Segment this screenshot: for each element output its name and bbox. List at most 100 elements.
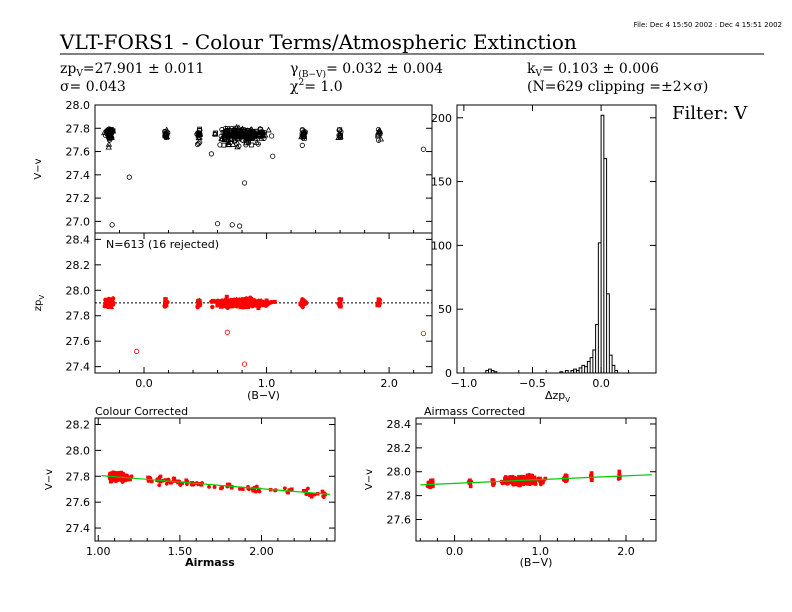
bottom-left-frame (94, 417, 336, 542)
data-point (107, 302, 112, 307)
bottom-right-xlabel: (B−V) (520, 556, 553, 569)
bottom-left-xlabel: Airmass (185, 556, 235, 569)
data-point (301, 488, 306, 493)
bottom-left-plot: 28.2 28.0 27.8 27.6 27.4 1.00 1.50 2.00 Colour C… (44, 405, 336, 569)
data-point (245, 130, 252, 136)
gamma-stat: γ(B−V)= 0.032 ± 0.004 (290, 61, 443, 80)
data-point (429, 478, 433, 483)
data-point (164, 132, 170, 138)
data-point (304, 492, 309, 497)
data-point (172, 476, 177, 481)
data-point (265, 126, 272, 133)
top-left-ytick-label: 27.2 (66, 192, 91, 205)
data-point (124, 475, 129, 479)
bottom-left-ytick-label: 28.0 (66, 444, 91, 457)
outlier-point (237, 223, 243, 229)
data-point (306, 486, 310, 491)
data-point (212, 485, 217, 489)
data-point (538, 482, 543, 487)
filter-label: Filter: V (672, 103, 748, 124)
data-point (300, 304, 305, 310)
top-left-ylabel: V−v (33, 158, 44, 179)
data-point (300, 128, 308, 135)
data-point (105, 128, 111, 134)
data-point (375, 128, 382, 135)
data-point (272, 299, 277, 304)
bottom-right-ylabel: V−v (364, 469, 375, 490)
data-point (523, 481, 527, 486)
data-point (517, 475, 522, 480)
data-point (256, 302, 262, 308)
data-point (229, 141, 237, 147)
mid-left-ytick-label: 28.0 (66, 284, 91, 297)
bottom-right-ytick-label: 28.2 (387, 442, 412, 455)
data-point (299, 142, 305, 149)
data-point (199, 483, 204, 487)
mid-left-xtick-label: 2.0 (380, 377, 398, 390)
data-point (195, 298, 201, 303)
data-point (259, 299, 264, 304)
data-point (225, 301, 231, 306)
data-point (231, 127, 237, 133)
data-point (123, 478, 127, 483)
bottom-left-xtick-label: 1.50 (168, 545, 193, 558)
data-point (376, 137, 382, 143)
top-left-ytick-label: 27.4 (66, 169, 91, 182)
data-point (529, 479, 534, 483)
data-point (237, 487, 242, 491)
bottom-right-xtick-label: 0.0 (446, 545, 464, 558)
data-point (253, 489, 258, 494)
data-point (228, 302, 233, 307)
outlier-point (109, 222, 115, 228)
data-point (251, 488, 255, 493)
sigma-stat: σ= 0.043 (60, 79, 126, 95)
outlier-point (208, 151, 215, 157)
data-point (256, 306, 261, 311)
data-point (222, 304, 227, 309)
data-point (212, 299, 217, 304)
mid-left-ytick-label: 27.6 (66, 335, 91, 348)
histogram-xtick-label: −0.5 (519, 377, 546, 390)
mid-left-xtick-label: 1.0 (258, 377, 276, 390)
histogram-xlabel: ΔzpV (545, 389, 570, 404)
data-point (538, 476, 542, 481)
mid-left-ytick-label: 27.8 (66, 310, 91, 323)
data-point (163, 134, 169, 141)
data-point (290, 487, 294, 492)
bottom-right-title: Airmass Corrected (424, 405, 525, 418)
data-point (207, 484, 211, 489)
data-point (234, 141, 240, 147)
data-point (163, 126, 170, 133)
data-point (218, 298, 224, 303)
fit-line (101, 475, 331, 495)
data-point (247, 301, 252, 306)
data-point (269, 133, 275, 139)
data-point (303, 300, 309, 305)
data-point (240, 301, 246, 306)
data-point (196, 140, 202, 147)
data-point (261, 129, 268, 136)
data-point (105, 143, 112, 150)
data-point (158, 474, 163, 479)
bottom-right-ytick-label: 27.6 (387, 514, 412, 527)
data-point (238, 303, 243, 308)
data-point (195, 133, 201, 138)
data-point (237, 134, 243, 140)
data-point (617, 469, 622, 474)
data-point (254, 303, 259, 308)
data-point (508, 474, 513, 479)
data-point (164, 481, 169, 486)
bottom-left-ytick-label: 27.6 (66, 496, 91, 509)
data-point (197, 139, 203, 145)
data-point (617, 472, 622, 477)
data-point (304, 488, 308, 493)
chi-stat: χ2= 1.0 (290, 78, 343, 95)
rejected-point (420, 330, 427, 337)
data-point (528, 474, 533, 479)
data-point (238, 304, 244, 310)
data-point (256, 487, 261, 492)
data-point (243, 132, 249, 138)
clip-stat: (N=629 clipping =±2×σ) (527, 79, 708, 95)
outlier-point (241, 180, 248, 186)
data-point (490, 478, 495, 482)
